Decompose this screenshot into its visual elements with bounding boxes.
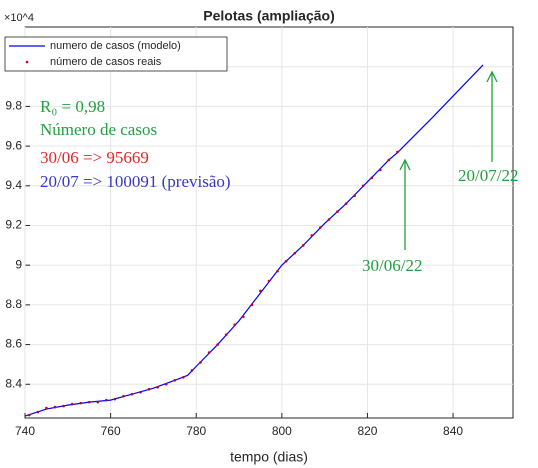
x-tick-label: 740 — [15, 424, 35, 438]
data-point — [199, 361, 202, 364]
data-point — [336, 210, 339, 213]
annotation: Número de casos — [40, 120, 157, 139]
data-point — [301, 244, 305, 247]
data-point — [36, 410, 40, 414]
data-point — [156, 385, 160, 389]
annotation: 20/07 => 100091 (previsão) — [40, 172, 231, 191]
data-point — [233, 323, 237, 327]
y-tick-label: 9.6 — [5, 138, 22, 152]
x-tick-label: 800 — [272, 424, 292, 438]
x-tick-label: 820 — [357, 424, 377, 438]
data-point — [130, 392, 134, 396]
data-point — [224, 333, 228, 336]
data-point — [284, 259, 288, 263]
data-point — [190, 369, 194, 372]
data-point — [182, 376, 185, 379]
y-tick-label: 9.4 — [5, 178, 22, 192]
y-tick-label: 9.2 — [5, 218, 22, 232]
data-point — [267, 279, 271, 283]
data-point — [276, 269, 279, 273]
data-point — [139, 390, 142, 394]
annotation: 30/06/22 — [362, 256, 422, 275]
data-point — [319, 226, 322, 229]
x-tick-label: 780 — [186, 424, 206, 438]
annotation: 30/06 => 95669 — [40, 148, 149, 167]
data-point — [147, 387, 151, 391]
data-point — [387, 158, 391, 162]
y-tick-label: 9.8 — [5, 99, 22, 113]
data-point — [293, 251, 296, 255]
y-tick-label: 8.6 — [5, 337, 22, 351]
data-point — [259, 289, 262, 293]
legend-swatch — [25, 60, 29, 64]
plot-area — [24, 26, 514, 419]
data-point — [207, 351, 211, 354]
data-point — [27, 413, 31, 417]
y-tick-label: 9 — [15, 257, 22, 271]
data-point — [87, 400, 91, 404]
data-point — [396, 150, 399, 154]
plot-layer: 8.48.68.899.29.49.69.8107407607808008208… — [5, 27, 513, 438]
y-tick-label: 8.4 — [5, 376, 22, 390]
data-point — [370, 176, 374, 180]
data-point — [70, 402, 74, 406]
arrows — [399, 70, 498, 250]
y-tick-label: 8.8 — [5, 297, 22, 311]
model-line — [24, 64, 484, 417]
data-point — [327, 218, 331, 221]
annotation: R₀ = 0,98 — [40, 97, 105, 116]
y-exponent: ×10^4 — [4, 12, 34, 24]
data-point — [173, 378, 177, 382]
legend-label: número de casos reais — [50, 56, 162, 68]
data-point — [164, 382, 168, 386]
data-point — [216, 343, 219, 346]
data-point — [53, 405, 57, 409]
x-tick-label: 840 — [443, 424, 463, 438]
data-point — [122, 394, 125, 398]
data-point — [96, 400, 100, 404]
x-tick-label: 760 — [101, 424, 121, 438]
annotation: 20/07/22 — [458, 166, 518, 185]
data-point — [378, 168, 382, 172]
data-point — [361, 184, 365, 188]
data-point — [344, 202, 348, 205]
chart-title: Pelotas (ampliação) — [203, 8, 335, 24]
legend-label: numero de casos (modelo) — [50, 40, 181, 52]
legend — [4, 36, 228, 72]
x-axis-label: tempo (dias) — [230, 449, 308, 465]
data-point — [105, 398, 108, 402]
data-point — [242, 315, 245, 319]
data-point — [113, 397, 117, 401]
data-point — [62, 404, 65, 408]
data-point — [79, 401, 82, 405]
data-point — [353, 194, 356, 198]
data-point — [45, 406, 48, 410]
data-point — [250, 303, 254, 307]
data-point — [310, 234, 314, 237]
